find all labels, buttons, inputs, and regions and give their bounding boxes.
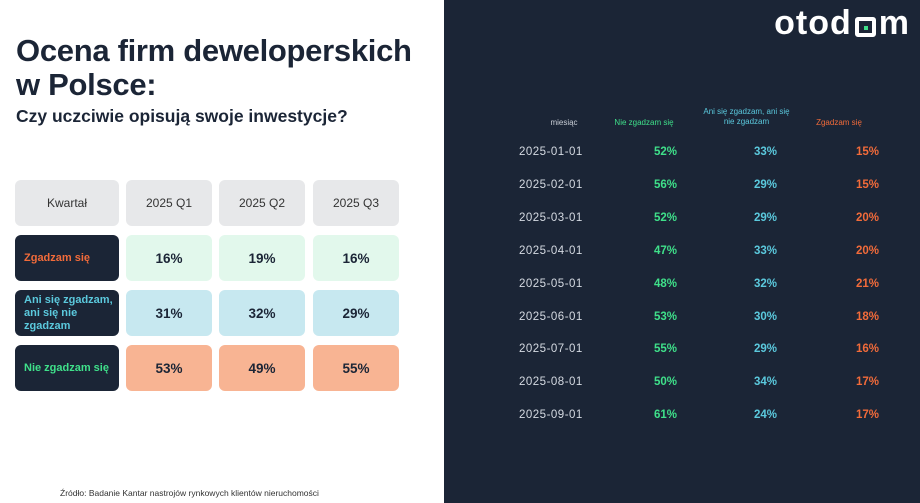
monthly-row: 2025-02-01 56% 29% 15% xyxy=(444,179,920,199)
agree-value: 17% xyxy=(856,409,880,422)
row-label-neutral: Ani się zgadzam, ani się nie zgadzam xyxy=(15,290,119,336)
neutral-value: 33% xyxy=(754,146,778,158)
disagree-value: 47% xyxy=(654,244,678,257)
month-date: 2025-04-01 xyxy=(519,244,583,257)
disagree-q1-value: 53% xyxy=(126,345,212,391)
disagree-value: 52% xyxy=(654,211,678,224)
disagree-q2-value: 49% xyxy=(219,345,305,391)
monthly-row: 2025-07-01 55% 29% 16% xyxy=(444,343,920,363)
monthly-row: 2025-08-01 50% 34% 17% xyxy=(444,376,920,396)
agree-value: 18% xyxy=(856,310,880,323)
agree-value: 16% xyxy=(856,343,880,356)
monthly-row: 2025-04-01 47% 33% 20% xyxy=(444,245,920,265)
neutral-value: 24% xyxy=(754,409,778,422)
agree-q1-value: 16% xyxy=(126,235,212,281)
logo-text-prefix: otod xyxy=(774,4,852,42)
row-label-disagree: Nie zgadzam się xyxy=(15,345,119,391)
agree-value: 20% xyxy=(856,244,880,257)
column-header-agree: Zgadzam się xyxy=(816,118,862,127)
disagree-value: 52% xyxy=(654,146,678,158)
source-note: Źródło: Badanie Kantar nastrojów rynkowy… xyxy=(60,488,319,498)
disagree-value: 53% xyxy=(654,310,678,323)
agree-value: 21% xyxy=(856,277,880,290)
right-panel: otod m miesiąc Nie zgadzam się Ani się zg… xyxy=(444,0,920,503)
neutral-value: 29% xyxy=(754,343,778,356)
neutral-value: 30% xyxy=(754,310,778,323)
disagree-value: 48% xyxy=(654,277,678,290)
month-date: 2025-02-01 xyxy=(519,178,583,191)
column-header-month: miesiąc xyxy=(550,118,578,127)
row-label-agree: Zgadzam się xyxy=(15,235,119,281)
monthly-row: 2025-03-01 52% 29% 20% xyxy=(444,212,920,232)
left-panel: Ocena firm deweloperskich w Polsce: Czy … xyxy=(0,0,444,503)
agree-value: 17% xyxy=(856,376,880,389)
month-date: 2025-05-01 xyxy=(519,277,583,290)
neutral-value: 33% xyxy=(754,244,778,257)
month-date: 2025-01-01 xyxy=(519,146,583,158)
agree-q3-value: 16% xyxy=(313,235,399,281)
monthly-row: 2025-05-01 48% 32% 21% xyxy=(444,278,920,298)
agree-value: 15% xyxy=(856,178,880,191)
neutral-value: 32% xyxy=(754,277,778,290)
neutral-value: 34% xyxy=(754,376,778,389)
month-date: 2025-08-01 xyxy=(519,376,583,389)
column-header-neutral: Ani się zgadzam, ani się nie zgadzam xyxy=(703,107,790,126)
agree-value: 15% xyxy=(856,146,880,158)
month-date: 2025-03-01 xyxy=(519,211,583,224)
neutral-q3-value: 29% xyxy=(313,290,399,336)
disagree-value: 61% xyxy=(654,409,678,422)
neutral-q2-value: 32% xyxy=(219,290,305,336)
neutral-value: 29% xyxy=(754,211,778,224)
agree-value: 20% xyxy=(856,211,880,224)
logo-text-suffix: m xyxy=(878,4,910,42)
disagree-value: 56% xyxy=(654,178,678,191)
quarter-header-label: Kwartał xyxy=(15,180,119,226)
page-subtitle: Czy uczciwie opisują swoje inwestycje? xyxy=(16,106,348,126)
monthly-row: 2025-09-01 61% 24% 17% xyxy=(444,409,920,429)
neutral-q1-value: 31% xyxy=(126,290,212,336)
column-header-disagree: Nie zgadzam się xyxy=(614,118,674,127)
quarter-header-q1: 2025 Q1 xyxy=(126,180,212,226)
neutral-value: 29% xyxy=(754,178,778,191)
quarter-header-q2: 2025 Q2 xyxy=(219,180,305,226)
logo-house-icon xyxy=(854,16,876,37)
month-date: 2025-06-01 xyxy=(519,310,583,323)
disagree-value: 50% xyxy=(654,376,678,389)
otodom-logo: otod m xyxy=(774,4,910,43)
disagree-value: 55% xyxy=(654,343,678,356)
disagree-q3-value: 55% xyxy=(313,345,399,391)
quarter-header-q3: 2025 Q3 xyxy=(313,180,399,226)
monthly-row: 2025-01-01 52% 33% 15% xyxy=(444,146,920,166)
page-title: Ocena firm deweloperskich w Polsce: xyxy=(16,33,412,102)
month-date: 2025-09-01 xyxy=(519,409,583,422)
agree-q2-value: 19% xyxy=(219,235,305,281)
month-date: 2025-07-01 xyxy=(519,343,583,356)
monthly-row: 2025-06-01 53% 30% 18% xyxy=(444,311,920,331)
